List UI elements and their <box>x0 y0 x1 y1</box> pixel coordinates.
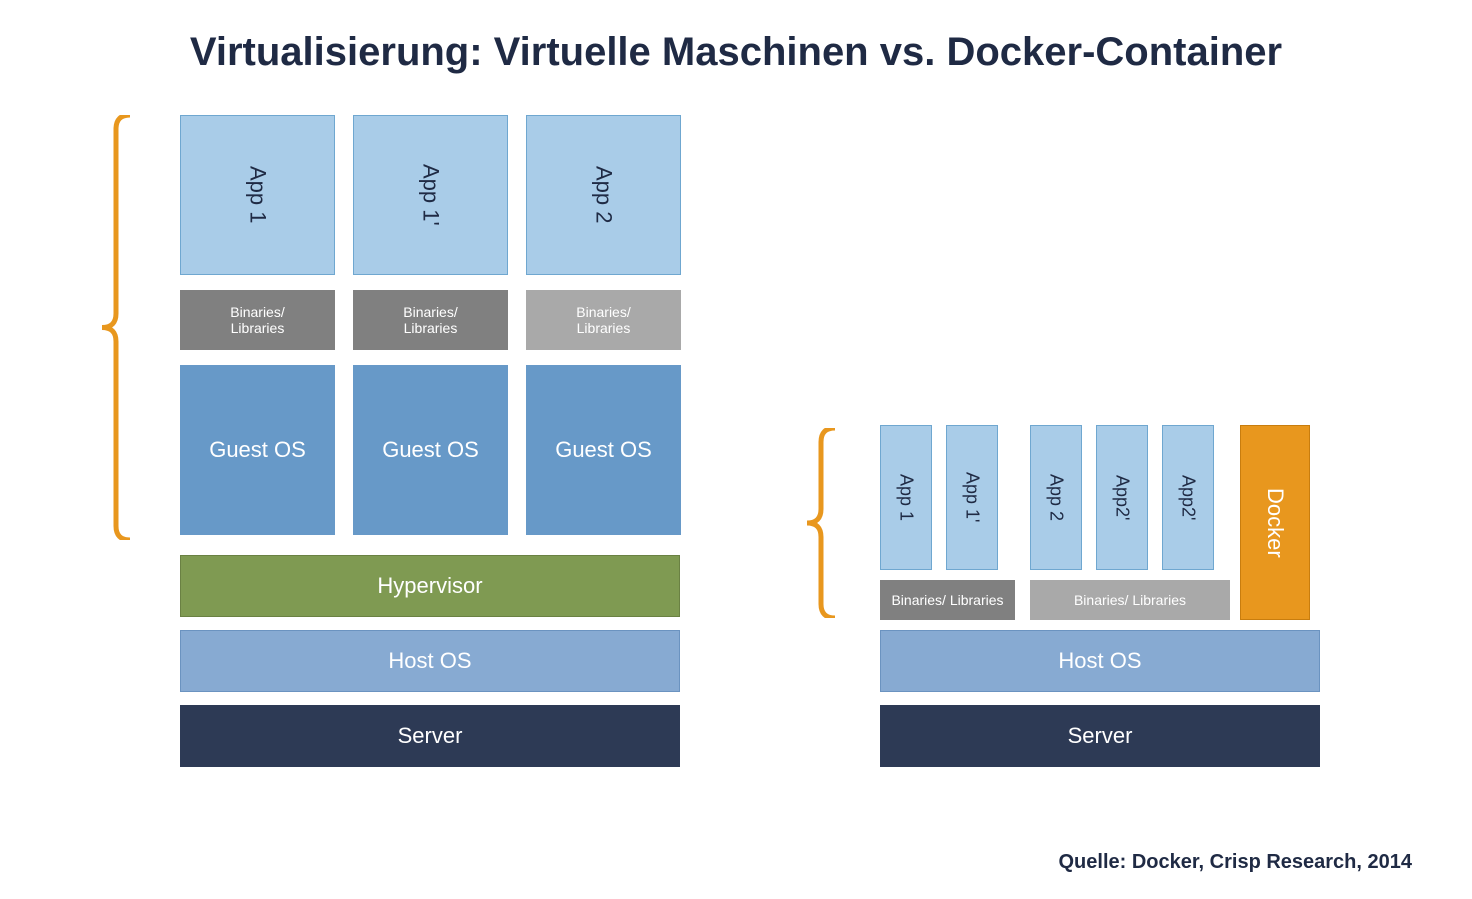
vm-app-1-label: App 1' <box>418 164 444 226</box>
vm-hypervisor: Hypervisor <box>180 555 680 617</box>
docker-app-0-1-label: App 1' <box>962 472 983 522</box>
docker-hostos-label: Host OS <box>1058 648 1141 674</box>
docker-engine-label: Docker <box>1262 488 1288 558</box>
vm-app-2-label: App 2 <box>591 166 617 224</box>
vm-guestos-1: Guest OS <box>353 365 508 535</box>
docker-app-1-2: App2' <box>1162 425 1214 570</box>
vm-guestos-0-label: Guest OS <box>209 437 306 463</box>
docker-hostos: Host OS <box>880 630 1320 692</box>
docker-app-1-0: App 2 <box>1030 425 1082 570</box>
vm-guestos-2-label: Guest OS <box>555 437 652 463</box>
page-title: Virtualisierung: Virtuelle Maschinen vs.… <box>60 30 1412 75</box>
docker-bin-0: Binaries/ Libraries <box>880 580 1015 620</box>
vm-hostos-label: Host OS <box>388 648 471 674</box>
vm-app-2: App 2 <box>526 115 681 275</box>
brace <box>88 115 140 540</box>
brace <box>797 428 845 618</box>
vm-bin-1-label: Binaries/ Libraries <box>403 304 457 336</box>
vm-bin-0: Binaries/ Libraries <box>180 290 335 350</box>
vm-app-0-label: App 1 <box>245 166 271 224</box>
docker-app-0-0: App 1 <box>880 425 932 570</box>
vm-bin-1: Binaries/ Libraries <box>353 290 508 350</box>
docker-server-label: Server <box>1068 723 1133 749</box>
vm-bin-0-label: Binaries/ Libraries <box>230 304 284 336</box>
docker-bin-0-label: Binaries/ Libraries <box>891 592 1003 608</box>
vm-server-label: Server <box>398 723 463 749</box>
docker-app-0-0-label: App 1 <box>896 474 917 521</box>
vm-app-0: App 1 <box>180 115 335 275</box>
docker-bin-1-label: Binaries/ Libraries <box>1074 592 1186 608</box>
docker-app-1-1-label: App2' <box>1112 475 1133 520</box>
vm-guestos-2: Guest OS <box>526 365 681 535</box>
docker-app-1-0-label: App 2 <box>1046 474 1067 521</box>
source-attribution: Quelle: Docker, Crisp Research, 2014 <box>1058 851 1412 874</box>
vm-guestos-1-label: Guest OS <box>382 437 479 463</box>
docker-server: Server <box>880 705 1320 767</box>
vm-hypervisor-label: Hypervisor <box>377 573 482 599</box>
vm-hostos: Host OS <box>180 630 680 692</box>
docker-app-0-1: App 1' <box>946 425 998 570</box>
docker-app-1-1: App2' <box>1096 425 1148 570</box>
vm-server: Server <box>180 705 680 767</box>
vm-app-1: App 1' <box>353 115 508 275</box>
docker-bin-1: Binaries/ Libraries <box>1030 580 1230 620</box>
docker-engine: Docker <box>1240 425 1310 620</box>
docker-app-1-2-label: App2' <box>1178 475 1199 520</box>
vm-bin-2-label: Binaries/ Libraries <box>576 304 630 336</box>
vm-bin-2: Binaries/ Libraries <box>526 290 681 350</box>
vm-guestos-0: Guest OS <box>180 365 335 535</box>
